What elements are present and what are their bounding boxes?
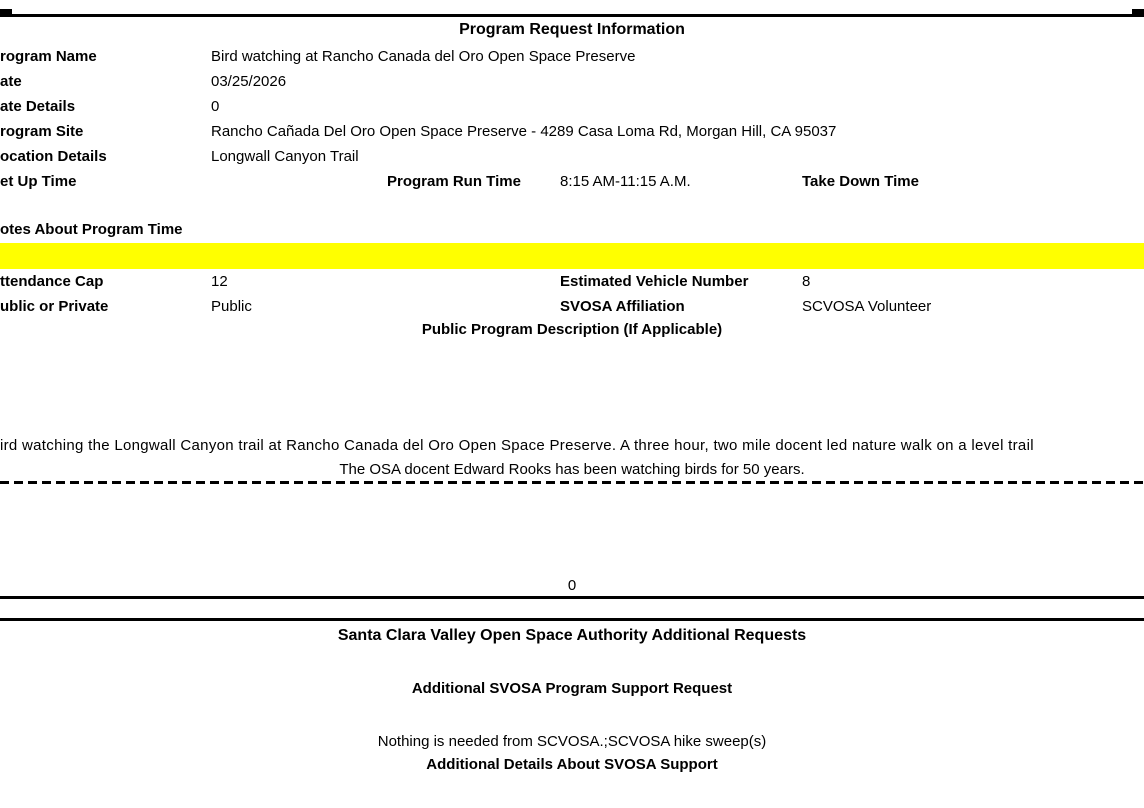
- field-label-program-site: rogram Site: [0, 123, 84, 140]
- public-or-private-value: Public: [211, 298, 252, 315]
- additional-support-request-header: Additional SVOSA Program Support Request: [411, 680, 733, 697]
- take-down-time-label: Take Down Time: [802, 173, 919, 190]
- estimated-vehicle-number-label: Estimated Vehicle Number: [560, 273, 749, 290]
- field-value-program-site: Rancho Cañada Del Oro Open Space Preserv…: [211, 123, 837, 140]
- additional-support-request-value: Nothing is needed from SCVOSA.;SCVOSA hi…: [377, 733, 767, 750]
- description-text-line2: The OSA docent Edward Rooks has been wat…: [339, 461, 805, 478]
- top-right-border-mark: [1132, 9, 1144, 17]
- field-label-date-details: ate Details: [0, 98, 76, 115]
- description-text-line1: ird watching the Longwall Canyon trail a…: [0, 437, 1034, 454]
- program-run-time-label: Program Run Time: [387, 173, 521, 190]
- top-left-border-mark: [0, 9, 12, 17]
- highlighted-empty-row: [0, 243, 1144, 269]
- svosa-affiliation-value: SCVOSA Volunteer: [802, 298, 932, 315]
- field-label-location-details: ocation Details: [0, 148, 107, 165]
- dashed-divider-line: [0, 481, 1144, 484]
- field-value-program-name: Bird watching at Rancho Canada del Oro O…: [211, 48, 636, 65]
- attendance-cap-value: 12: [211, 273, 228, 290]
- public-program-description-header: Public Program Description (If Applicabl…: [421, 321, 723, 338]
- program-run-time-value: 8:15 AM-11:15 A.M.: [560, 173, 691, 190]
- additional-details-header: Additional Details About SVOSA Support: [426, 756, 718, 773]
- zero-value-cell: 0: [567, 577, 577, 594]
- field-label-program-name: rogram Name: [0, 48, 97, 65]
- attendance-cap-label: ttendance Cap: [0, 273, 104, 290]
- top-border-line: [0, 14, 1144, 17]
- svosa-affiliation-label: SVOSA Affiliation: [560, 298, 685, 315]
- divider-line-upper: [0, 596, 1144, 599]
- field-value-date-details: 0: [211, 98, 220, 115]
- additional-requests-section-title: Santa Clara Valley Open Space Authority …: [337, 627, 807, 644]
- public-or-private-label: ublic or Private: [0, 298, 109, 315]
- page-title: Program Request Information: [459, 21, 685, 38]
- setup-time-label: et Up Time: [0, 173, 77, 190]
- field-value-date: 03/25/2026: [211, 73, 287, 90]
- field-label-date: ate: [0, 73, 22, 90]
- field-value-location-details: Longwall Canyon Trail: [211, 148, 359, 165]
- notes-about-program-time-label: otes About Program Time: [0, 221, 183, 238]
- estimated-vehicle-number-value: 8: [802, 273, 811, 290]
- divider-line-lower: [0, 618, 1144, 621]
